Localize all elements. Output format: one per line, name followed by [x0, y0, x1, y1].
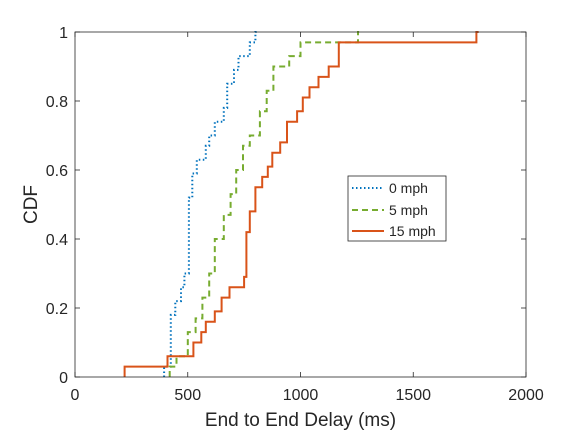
series-layer — [123, 31, 479, 377]
y-tick-label: 0.4 — [46, 232, 68, 249]
x-tick-label: 1000 — [283, 387, 319, 404]
y-tick-label: 1 — [59, 25, 68, 42]
y-axis-label: CDF — [21, 185, 42, 224]
legend-label-series-2: 5 mph — [389, 202, 428, 218]
x-tick-label: 500 — [174, 387, 201, 404]
x-tick-label: 0 — [71, 387, 80, 404]
series-line-5-mph — [168, 31, 360, 377]
legend-label-series-1: 0 mph — [389, 180, 428, 196]
x-tick-label: 1500 — [395, 387, 431, 404]
series-line-0-mph — [163, 31, 259, 377]
plot-background — [75, 32, 526, 377]
ticks-layer: 0 500 1000 1500 2000 0 0.2 0.4 0.6 0.8 1 — [46, 25, 544, 404]
legend: 0 mph 5 mph 15 mph — [347, 175, 447, 242]
x-axis-label: End to End Delay (ms) — [205, 410, 396, 431]
y-tick-label: 0 — [59, 370, 68, 387]
y-tick-label: 0.2 — [46, 301, 68, 318]
legend-label-series-3: 15 mph — [389, 223, 436, 239]
series-line-15-mph — [123, 31, 479, 377]
x-tick-label: 2000 — [508, 387, 544, 404]
y-tick-label: 0.6 — [46, 163, 68, 180]
y-tick-label: 0.8 — [46, 94, 68, 111]
